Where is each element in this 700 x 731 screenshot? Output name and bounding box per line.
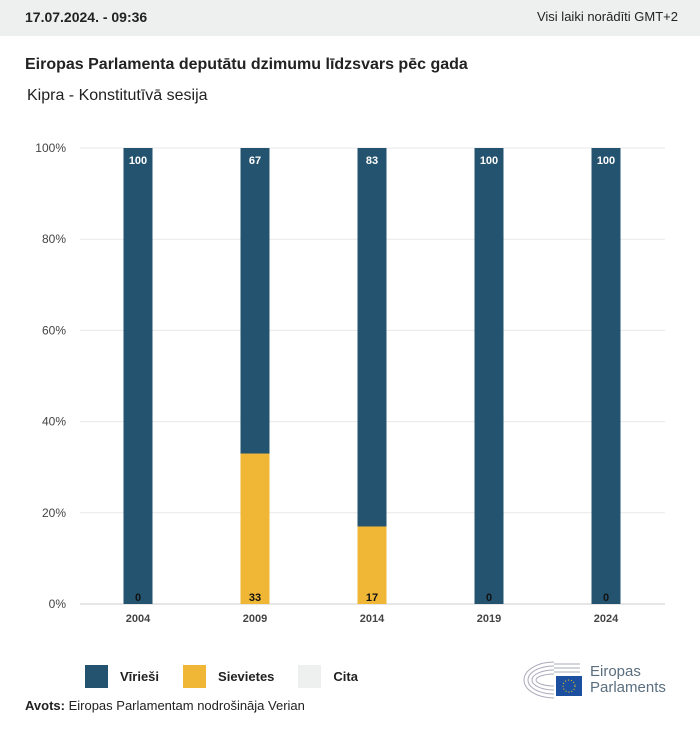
timezone-note: Visi laiki norādīti GMT+2 <box>536 9 678 24</box>
source-note: Avots: Eiropas Parlamentam nodrošināja V… <box>25 698 305 713</box>
y-tick-label: 40% <box>42 415 66 429</box>
legend-swatch <box>183 665 207 688</box>
x-tick-label: 2024 <box>594 613 619 625</box>
x-tick-label: 2019 <box>477 613 501 625</box>
x-tick-label: 2014 <box>360 613 385 625</box>
data-label-women: 33 <box>249 592 261 604</box>
bar-chart: 0% 20% 40% 60% 80% 100% 100 0 2004 67 33 2009 83 17 20… <box>35 141 665 625</box>
chart-subtitle: Kipra - Konstitutīvā sesija <box>27 87 208 104</box>
legend-item: Vīrieši <box>85 665 159 688</box>
legend-item: Cita <box>298 665 358 688</box>
data-label-men: 67 <box>249 155 261 167</box>
source-text: Eiropas Parlamentam nodrošināja Verian <box>64 698 305 713</box>
x-tick-label: 2009 <box>243 613 267 625</box>
timestamp: 17.07.2024. - 09:36 <box>25 9 148 25</box>
legend-item: Sievietes <box>183 665 274 688</box>
ep-logo: Eiropas Parlaments <box>520 660 666 700</box>
y-tick-label: 60% <box>42 323 66 337</box>
bar-sievietes <box>240 453 270 604</box>
bar-vīrieši <box>591 148 621 604</box>
top-bar: 17.07.2024. - 09:36 Visi laiki norādīti … <box>0 0 700 36</box>
y-tick-label: 80% <box>42 232 66 246</box>
data-label-men: 100 <box>597 155 615 167</box>
logo-line2: Parlaments <box>590 679 666 696</box>
legend: Vīrieši Sievietes Cita <box>85 665 382 688</box>
legend-label: Cita <box>333 669 358 684</box>
legend-swatch <box>85 665 108 688</box>
data-label-women: 17 <box>366 592 378 604</box>
data-label-women: 0 <box>135 592 141 604</box>
data-label-men: 100 <box>129 155 147 167</box>
bar-sievietes <box>357 526 387 604</box>
legend-swatch <box>298 665 322 688</box>
x-tick-label: 2004 <box>126 613 151 625</box>
source-label: Avots: <box>25 698 65 713</box>
data-label-men: 100 <box>480 155 498 167</box>
data-label-men: 83 <box>366 155 378 167</box>
bar-vīrieši <box>474 148 504 604</box>
y-tick-label: 100% <box>35 141 66 155</box>
legend-label: Sievietes <box>218 669 275 684</box>
bar-vīrieši <box>123 148 153 604</box>
logo-line1: Eiropas <box>590 663 641 680</box>
bar-vīrieši <box>240 148 270 454</box>
legend-label: Vīrieši <box>120 669 160 684</box>
parliament-logo-icon <box>523 661 582 699</box>
y-tick-label: 20% <box>42 506 66 520</box>
y-tick-label: 0% <box>49 597 67 611</box>
bar-vīrieši <box>357 148 387 527</box>
chart-title: Eiropas Parlamenta deputātu dzimumu līdz… <box>25 56 468 73</box>
data-label-women: 0 <box>603 592 609 604</box>
data-label-women: 0 <box>486 592 492 604</box>
